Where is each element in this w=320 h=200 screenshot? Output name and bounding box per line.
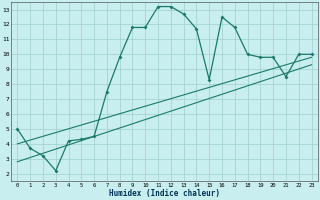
X-axis label: Humidex (Indice chaleur): Humidex (Indice chaleur): [109, 189, 220, 198]
